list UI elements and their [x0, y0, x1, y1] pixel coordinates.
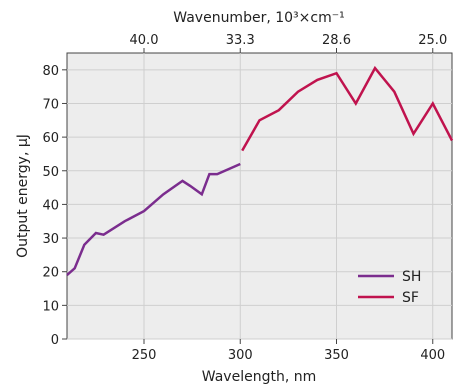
- y-tick-label: 20: [42, 266, 59, 281]
- top-tick-label: 40.0: [130, 33, 159, 48]
- y-tick-label: 30: [42, 232, 59, 247]
- x-tick-label: 300: [228, 348, 253, 363]
- x-tick-label: 350: [324, 348, 349, 363]
- y-tick-label: 70: [42, 97, 59, 112]
- y-tick-label: 0: [51, 333, 59, 348]
- y-tick-label: 50: [42, 165, 59, 180]
- y-tick-label: 60: [42, 131, 59, 146]
- y-tick-label: 40: [42, 198, 59, 213]
- legend: SH SF: [358, 269, 421, 306]
- series-lines: [66, 65, 454, 277]
- y-tick-label: 10: [42, 299, 59, 314]
- y-tick-label: 80: [42, 64, 59, 79]
- top-tick-label: 25.0: [418, 33, 447, 48]
- left-axis: 0 10 20 30 40 50 60 70 80: [42, 64, 67, 348]
- bottom-axis: 250 300 350 400: [132, 339, 445, 363]
- top-axis-label: Wavenumber, 10³×cm⁻¹: [173, 10, 344, 26]
- legend-label-sf: SF: [402, 290, 419, 306]
- x-tick-label: 250: [132, 348, 157, 363]
- series-line-sh: [66, 162, 241, 277]
- grid: [67, 53, 452, 340]
- top-axis: 40.0 33.3 28.6 25.0: [130, 33, 447, 53]
- x-axis-label: Wavelength, nm: [202, 369, 316, 385]
- y-axis-label: Output energy, μJ: [15, 134, 31, 258]
- series-line-sf: [241, 65, 454, 152]
- top-tick-label: 28.6: [322, 33, 351, 48]
- legend-label-sh: SH: [402, 269, 421, 285]
- top-tick-label: 33.3: [226, 33, 255, 48]
- x-tick-label: 400: [420, 348, 445, 363]
- plot-area: [66, 52, 453, 340]
